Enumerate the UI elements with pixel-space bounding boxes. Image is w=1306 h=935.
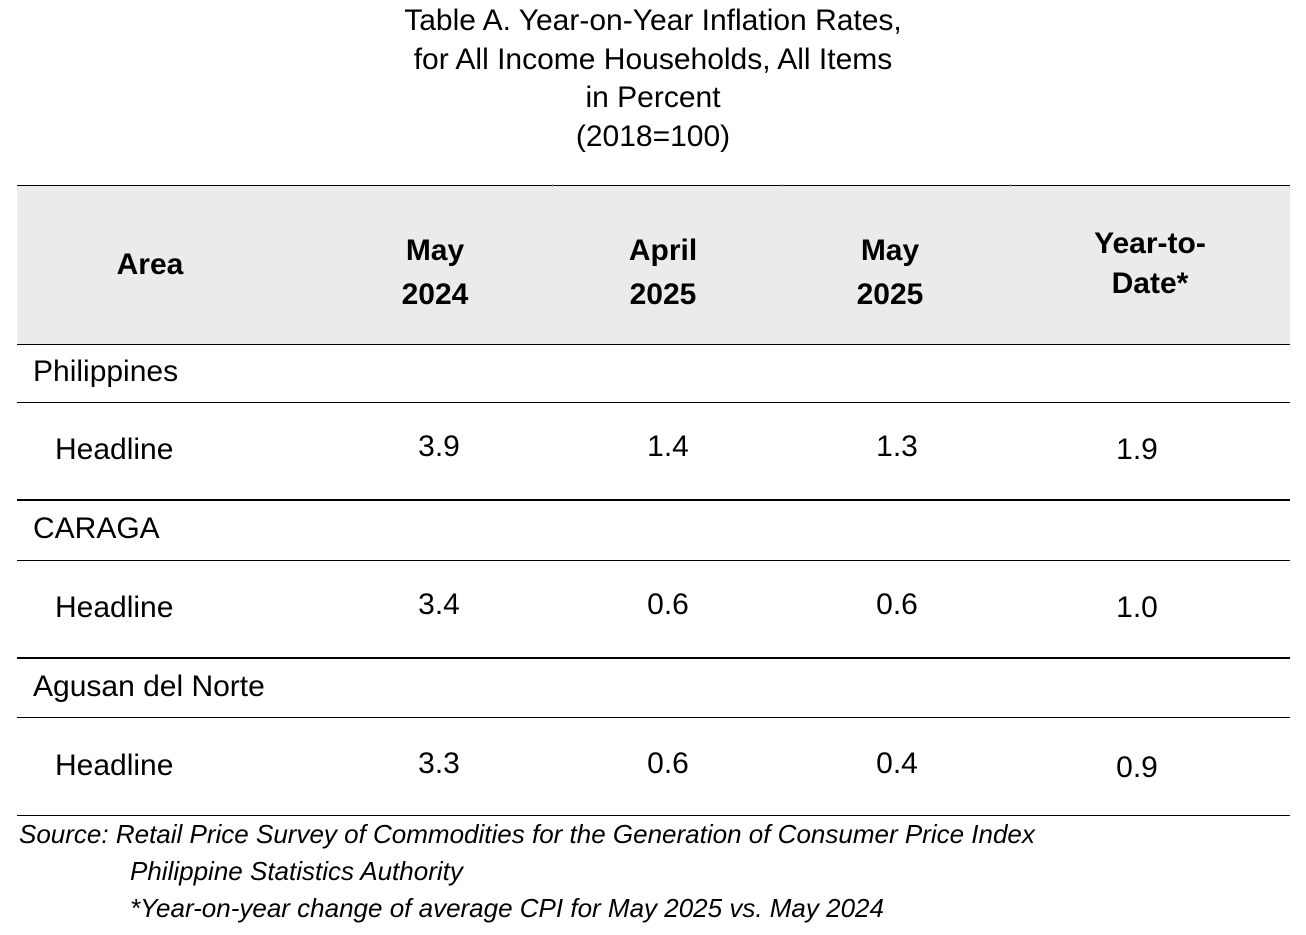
title-line-4: (2018=100) — [575, 119, 731, 153]
row-divider — [17, 402, 1290, 403]
header-ytd-line2: Date* — [1111, 267, 1189, 300]
cell-philippines-april-2025: 1.4 — [647, 430, 689, 463]
cell-caraga-may-2025: 0.6 — [876, 588, 918, 621]
header-may-2024: May 2024 — [375, 229, 495, 317]
header-divider-tick — [782, 184, 783, 187]
header-may-2025: May 2025 — [830, 229, 950, 317]
cell-caraga-ytd: 1.0 — [1116, 591, 1158, 624]
area-agusan-del-norte: Agusan del Norte — [33, 670, 265, 703]
group-divider — [17, 499, 1290, 501]
header-may-2024-line2: 2024 — [401, 278, 469, 311]
header-top-rule — [17, 185, 1290, 186]
area-philippines: Philippines — [33, 355, 179, 388]
cell-agusan-april-2025: 0.6 — [647, 747, 689, 780]
row-label-headline: Headline — [55, 749, 174, 782]
cell-caraga-may-2024: 3.4 — [418, 588, 460, 621]
cell-philippines-may-2024: 3.9 — [418, 430, 460, 463]
header-april-2025-line1: April — [628, 234, 698, 267]
cell-philippines-may-2025: 1.3 — [876, 430, 918, 463]
group-divider — [17, 657, 1290, 659]
header-april-2025-line2: 2025 — [629, 278, 697, 311]
row-label-headline: Headline — [55, 433, 174, 466]
source-note: Source: Retail Price Survey of Commoditi… — [19, 819, 1035, 849]
table-bottom-rule — [17, 815, 1290, 816]
header-may-2025-line2: 2025 — [856, 278, 924, 311]
header-divider-tick — [552, 184, 553, 187]
cell-agusan-ytd: 0.9 — [1116, 751, 1158, 784]
header-ytd-line1: Year-to- — [1094, 227, 1206, 260]
title-line-2: for All Income Households, All Items — [413, 42, 893, 76]
header-divider-tick — [1010, 184, 1011, 187]
header-bottom-rule — [17, 344, 1290, 345]
title-line-3: in Percent — [585, 81, 721, 114]
cell-caraga-april-2025: 0.6 — [647, 588, 689, 621]
cell-agusan-may-2024: 3.3 — [418, 747, 460, 780]
header-april-2025: April 2025 — [603, 229, 723, 317]
header-year-to-date: Year-to- Date* — [1060, 224, 1240, 304]
header-area: Area — [116, 248, 184, 281]
row-label-headline: Headline — [55, 591, 174, 624]
agency-note: Philippine Statistics Authority — [130, 856, 463, 886]
row-divider — [17, 560, 1290, 561]
title-line-1: Table A. Year-on-Year Inflation Rates, — [404, 4, 902, 37]
cell-agusan-may-2025: 0.4 — [876, 747, 918, 780]
header-may-2025-line1: May — [860, 234, 920, 267]
header-may-2024-line1: May — [405, 234, 465, 267]
table-header — [17, 186, 1290, 344]
row-divider — [17, 717, 1290, 718]
ytd-footnote: *Year-on-year change of average CPI for … — [130, 893, 884, 923]
area-caraga: CARAGA — [33, 512, 160, 545]
table-title: Table A. Year-on-Year Inflation Rates, f… — [0, 2, 1306, 156]
cell-philippines-ytd: 1.9 — [1116, 433, 1158, 466]
